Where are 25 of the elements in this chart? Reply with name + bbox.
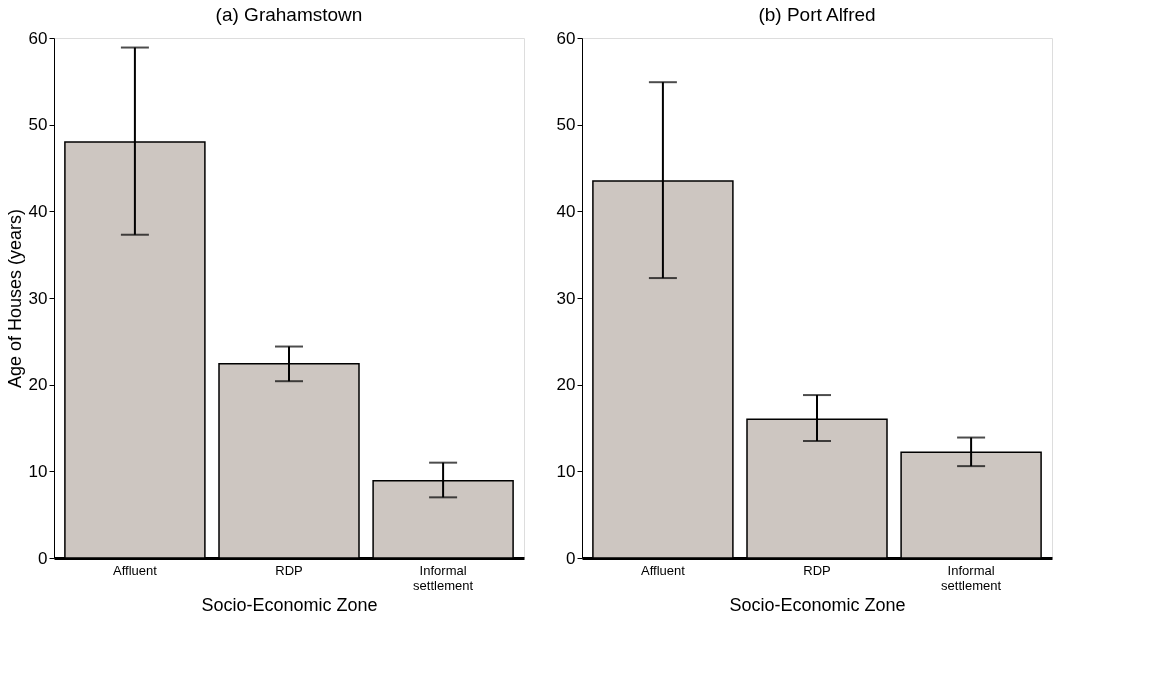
y-tick-label: 60 — [556, 28, 576, 48]
x-axis-title: Socio-Economic Zone — [729, 594, 906, 615]
y-tick-label: 40 — [556, 201, 576, 221]
x-tick-label: Informal settlement — [941, 562, 1002, 593]
x-tick-label: Affluent — [112, 562, 158, 578]
y-tick-label: 50 — [28, 115, 48, 135]
y-tick-label: 20 — [28, 375, 48, 395]
y-tick-label: 10 — [556, 461, 576, 481]
y-tick-label: 20 — [556, 375, 576, 395]
y-tick-label: 50 — [556, 115, 576, 135]
y-tick-label: 30 — [28, 288, 48, 308]
y-tick-label: 0 — [38, 548, 48, 568]
chart-title: (b) Port Alfred — [758, 4, 876, 25]
y-tick-label: 40 — [28, 201, 48, 221]
y-tick-label: 30 — [556, 288, 576, 308]
x-tick-label: RDP — [803, 562, 831, 578]
x-tick-label: RDP — [275, 562, 303, 578]
y-tick-label: 0 — [566, 548, 576, 568]
y-tick-label: 10 — [28, 461, 48, 481]
x-tick-label: Affluent — [640, 562, 686, 578]
y-tick-label: 60 — [28, 28, 48, 48]
chart-title: (a) Grahamstown — [215, 4, 363, 25]
y-axis-title: Age of Houses (years) — [4, 208, 25, 389]
x-tick-label: Informal settlement — [413, 562, 474, 593]
x-axis-title: Socio-Economic Zone — [201, 594, 378, 615]
